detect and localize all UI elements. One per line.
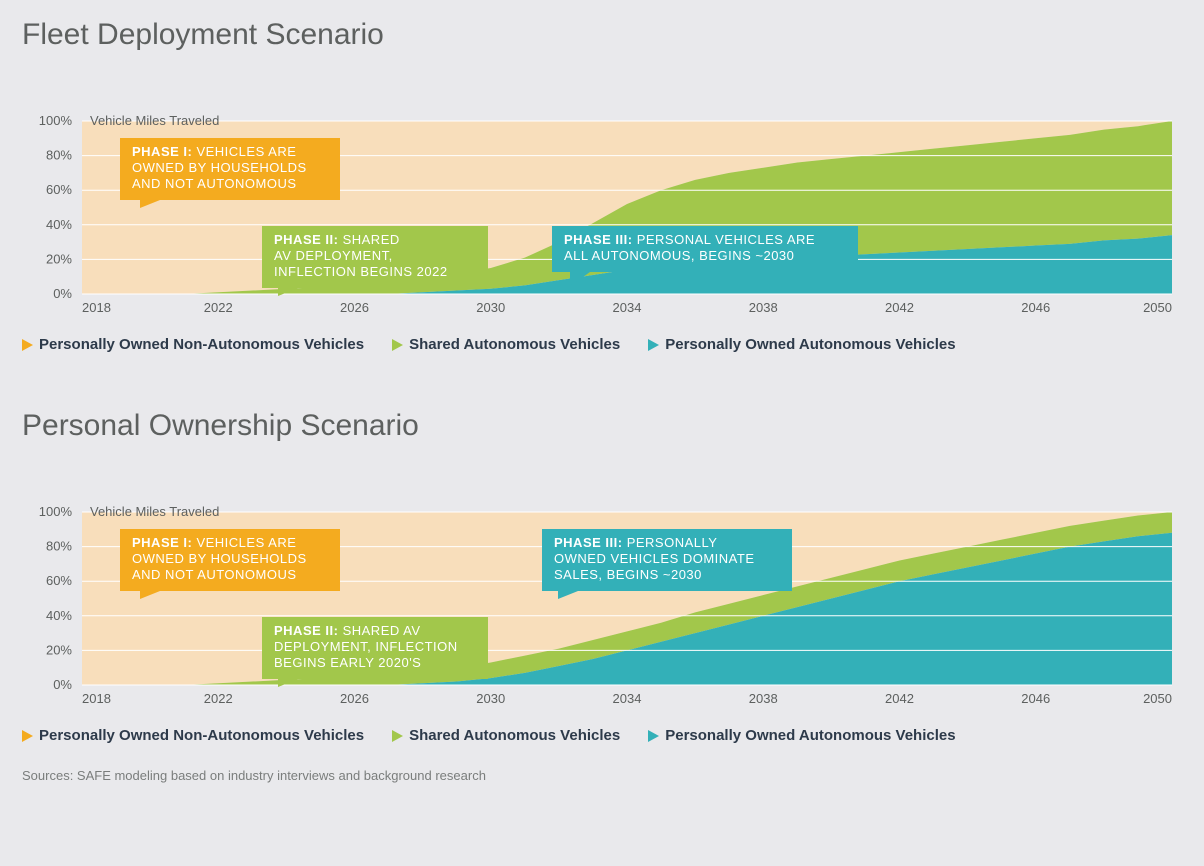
legend: Personally Owned Non-Autonomous Vehicles… (0, 328, 1204, 361)
phase-callout: PHASE II: SHAREDAV DEPLOYMENT,INFLECTION… (262, 226, 488, 296)
x-tick-label: 2038 (749, 691, 778, 706)
legend-marker-icon (22, 730, 33, 742)
x-tick-label: 2034 (613, 691, 642, 706)
y-tick-label: 20% (46, 251, 72, 266)
x-tick-label: 2022 (204, 300, 233, 315)
scenario-section: Personal Ownership Scenario 0% 20% 40% 60% 80… (0, 391, 1204, 719)
phase-callout: PHASE I: VEHICLES AREOWNED BY HOUSEHOLDS… (120, 529, 340, 599)
scenario-section: Fleet Deployment Scenario 0% 20% 40% 60% 80% 1… (0, 0, 1204, 328)
scenario-title: Fleet Deployment Scenario (22, 18, 1182, 52)
area-chart: 0% 20% 40% 60% 80% 100% Vehicle Miles Traveled… (22, 58, 1182, 318)
y-tick-label: 80% (46, 539, 72, 554)
chart-wrap: 0% 20% 40% 60% 80% 100% Vehicle Miles Traveled… (22, 449, 1182, 709)
legend-label: Personally Owned Non-Autonomous Vehicles (39, 727, 364, 744)
legend-item: Shared Autonomous Vehicles (392, 727, 620, 744)
y-tick-label: 0% (53, 677, 72, 692)
legend-item: Personally Owned Autonomous Vehicles (648, 336, 955, 353)
y-tick-label: 20% (46, 642, 72, 657)
y-tick-label: 80% (46, 148, 72, 163)
legend-label: Personally Owned Autonomous Vehicles (665, 727, 955, 744)
source-note: Sources: SAFE modeling based on industry… (0, 752, 1204, 795)
x-tick-label: 2050 (1143, 300, 1172, 315)
x-tick-label: 2050 (1143, 691, 1172, 706)
legend-item: Personally Owned Autonomous Vehicles (648, 727, 955, 744)
legend-label: Personally Owned Non-Autonomous Vehicles (39, 336, 364, 353)
y-tick-label: 0% (53, 286, 72, 301)
x-tick-label: 2042 (885, 300, 914, 315)
legend-item: Personally Owned Non-Autonomous Vehicles (22, 336, 364, 353)
y-tick-label: 60% (46, 182, 72, 197)
phase-callout: PHASE III: PERSONALLYOWNED VEHICLES DOMI… (542, 529, 792, 599)
x-tick-label: 2030 (476, 300, 505, 315)
legend: Personally Owned Non-Autonomous Vehicles… (0, 719, 1204, 752)
phase-callout: PHASE II: SHARED AVDEPLOYMENT, INFLECTIO… (262, 617, 488, 687)
y-tick-label: 100% (39, 113, 73, 128)
y-tick-label: 100% (39, 504, 73, 519)
legend-label: Personally Owned Autonomous Vehicles (665, 336, 955, 353)
x-tick-label: 2030 (476, 691, 505, 706)
y-tick-label: 40% (46, 217, 72, 232)
legend-marker-icon (392, 339, 403, 351)
svg-text:PHASE I: VEHICLES AREOWNED BY: PHASE I: VEHICLES AREOWNED BY HOUSEHOLDS… (132, 144, 307, 191)
svg-text:PHASE I: VEHICLES AREOWNED BY: PHASE I: VEHICLES AREOWNED BY HOUSEHOLDS… (132, 535, 307, 582)
legend-marker-icon (648, 730, 659, 742)
x-tick-label: 2026 (340, 691, 369, 706)
scenario-title: Personal Ownership Scenario (22, 409, 1182, 443)
y-axis-subtitle: Vehicle Miles Traveled (90, 113, 219, 128)
x-tick-label: 2018 (82, 691, 111, 706)
legend-marker-icon (648, 339, 659, 351)
legend-label: Shared Autonomous Vehicles (409, 727, 620, 744)
legend-marker-icon (22, 339, 33, 351)
x-tick-label: 2018 (82, 300, 111, 315)
area-chart: 0% 20% 40% 60% 80% 100% Vehicle Miles Traveled… (22, 449, 1182, 709)
chart-wrap: 0% 20% 40% 60% 80% 100% Vehicle Miles Traveled… (22, 58, 1182, 318)
svg-text:PHASE III: PERSONAL VEHICLES A: PHASE III: PERSONAL VEHICLES AREALL AUTO… (564, 232, 815, 263)
x-tick-label: 2046 (1021, 300, 1050, 315)
x-tick-label: 2026 (340, 300, 369, 315)
legend-item: Personally Owned Non-Autonomous Vehicles (22, 727, 364, 744)
legend-marker-icon (392, 730, 403, 742)
x-tick-label: 2022 (204, 691, 233, 706)
legend-item: Shared Autonomous Vehicles (392, 336, 620, 353)
x-tick-label: 2034 (613, 300, 642, 315)
y-tick-label: 60% (46, 573, 72, 588)
x-tick-label: 2046 (1021, 691, 1050, 706)
legend-label: Shared Autonomous Vehicles (409, 336, 620, 353)
x-tick-label: 2038 (749, 300, 778, 315)
x-tick-label: 2042 (885, 691, 914, 706)
phase-callout: PHASE I: VEHICLES AREOWNED BY HOUSEHOLDS… (120, 138, 340, 208)
y-tick-label: 40% (46, 608, 72, 623)
y-axis-subtitle: Vehicle Miles Traveled (90, 504, 219, 519)
